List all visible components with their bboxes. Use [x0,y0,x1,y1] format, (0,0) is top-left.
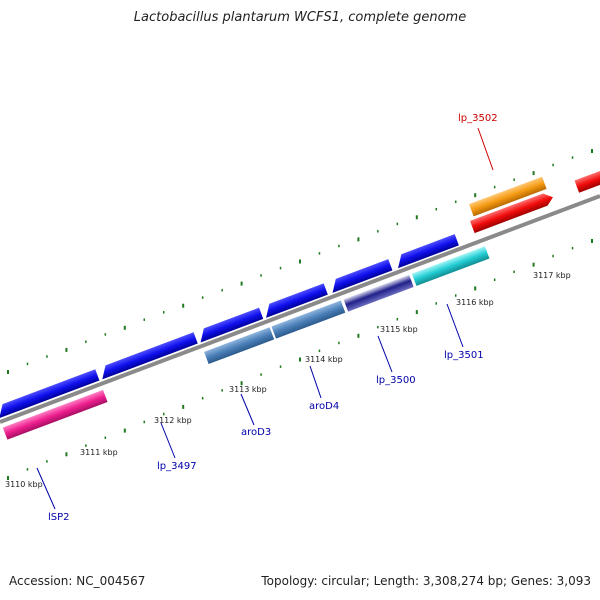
gene-feature[interactable] [343,274,414,312]
gene-label-leader [160,422,176,459]
gene-feature[interactable] [196,307,264,343]
gene-feature[interactable] [469,176,547,217]
tick-labels: 3110 kbp 3111 kbp 3112 kbp 3113 kbp 3114 kbp… [5,271,571,489]
gene-feature[interactable] [394,234,459,269]
gene-feature[interactable] [204,327,275,365]
gene-feature[interactable] [262,283,328,318]
scale-tick-label: 3117 kbp [533,271,571,280]
genome-summary-text: Topology: circular; Length: 3,308,274 bp… [261,574,591,588]
scale-tick-label: 3112 kbp [154,416,192,425]
scale-tick-label: 3116 kbp [456,298,494,307]
scale-tick-label: 3115 kbp [380,325,418,334]
gene-feature[interactable] [0,369,100,419]
gene-label[interactable]: lSP2 [48,512,70,523]
gene-label-leader [377,335,393,373]
scale-tick-label: 3113 kbp [229,385,267,394]
gene-label[interactable]: lp_3497 [157,461,197,472]
genome-backbone [0,194,600,424]
gene-feature[interactable] [271,300,346,339]
gene-feature[interactable] [574,159,600,193]
gene-label-leader [36,467,56,510]
scale-tick-label: 3111 kbp [80,448,118,457]
gene-labels: lSP2 lp_3497 aroD3 aroD4 lp_3500 lp_3501 lp_35… [36,113,498,523]
gene-label[interactable]: aroD4 [309,401,339,412]
gene-label[interactable]: lp_3502 [458,113,498,124]
genome-title: Lactobacillus plantarum WCFS1, complete … [133,10,467,25]
tick-rows [7,149,593,480]
gene-feature[interactable] [411,246,490,286]
gene-feature[interactable] [470,191,555,234]
gene-feature[interactable] [328,259,393,293]
gene-label-leader [446,303,464,348]
gene-feature[interactable] [2,389,108,440]
gene-label-leader [309,365,322,399]
gene-label[interactable]: aroD3 [241,427,271,438]
scale-tick-label: 3114 kbp [305,355,343,364]
scale-tick-label: 3110 kbp [5,480,43,489]
gene-label[interactable]: lp_3501 [444,350,484,361]
gene-label-leader [240,393,255,426]
gene-feature[interactable] [98,332,198,380]
gene-features [0,159,600,440]
accession-text: Accession: NC_004567 [9,574,146,588]
gene-label[interactable]: lp_3500 [376,375,416,386]
gene-label-leader [477,127,494,171]
